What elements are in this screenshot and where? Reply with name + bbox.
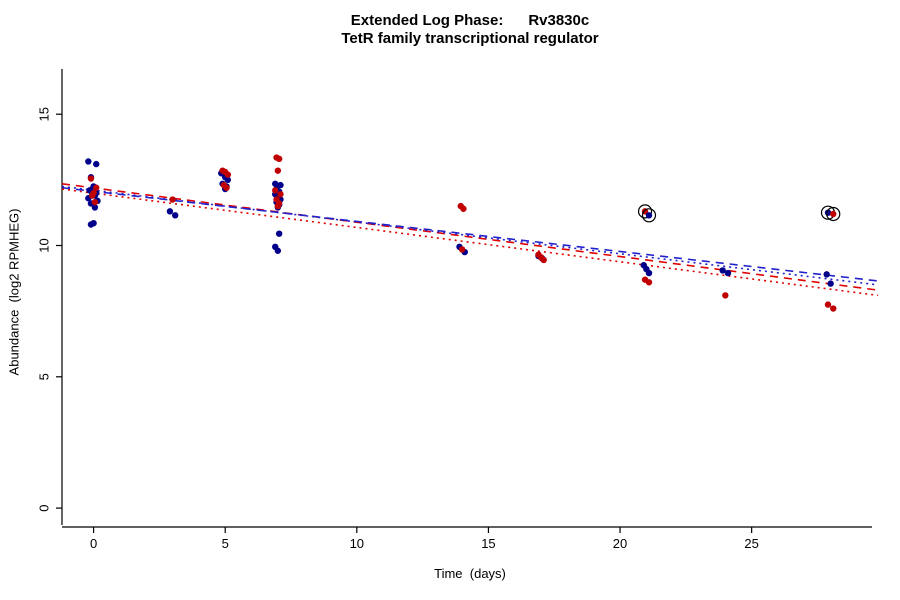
y-axis-label: Abundance (log2 RPMHEG) xyxy=(6,208,22,376)
data-point-condition-red xyxy=(540,256,547,264)
data-point-condition-red xyxy=(645,279,653,286)
data-point-condition-red xyxy=(87,175,95,182)
chart-subtitle: TetR family transcriptional regulator xyxy=(341,30,599,47)
data-point-condition-red xyxy=(169,196,176,203)
data-point-condition-red xyxy=(830,305,837,312)
y-tick-label: 15 xyxy=(37,107,52,121)
chart-title: Extended Log Phase: Rv3830c xyxy=(350,12,590,29)
outlined-marker-ring xyxy=(826,206,841,222)
data-point-condition-blue xyxy=(719,267,726,274)
trend-line-blue-dashed xyxy=(61,186,879,282)
y-tick-label: 0 xyxy=(37,504,52,511)
x-tick-label: 15 xyxy=(481,536,495,551)
data-point-condition-red xyxy=(274,167,282,174)
data-point-condition-red xyxy=(274,202,282,210)
x-tick-label: 25 xyxy=(744,536,758,551)
trend-line-red-dotted xyxy=(61,188,879,297)
data-point-condition-red xyxy=(277,191,284,198)
data-point-condition-blue xyxy=(277,181,284,189)
data-point-condition-red xyxy=(824,301,832,308)
data-point-condition-red xyxy=(722,292,729,299)
data-point-condition-red xyxy=(458,246,466,253)
data-point-condition-blue xyxy=(171,212,179,219)
chart-title-block: Extended Log Phase: Rv3830c TetR family … xyxy=(40,12,900,48)
data-point-condition-blue xyxy=(275,230,283,237)
data-point-condition-blue xyxy=(823,271,830,278)
y-tick-label: 10 xyxy=(37,238,52,252)
outlined-marker-ring xyxy=(641,208,657,223)
outlined-marker-dot xyxy=(830,210,837,218)
outlined-marker-ring xyxy=(637,204,653,219)
data-point-condition-red xyxy=(223,184,230,191)
data-point-condition-blue xyxy=(827,280,834,287)
data-point-condition-blue xyxy=(93,160,100,168)
x-tick-label: 5 xyxy=(222,536,229,551)
data-point-condition-blue xyxy=(87,221,95,228)
data-point-condition-red xyxy=(93,184,100,191)
data-point-condition-blue xyxy=(85,158,92,165)
data-point-condition-red xyxy=(460,205,467,212)
x-tick-label: 0 xyxy=(90,536,97,551)
x-tick-label: 20 xyxy=(613,536,627,551)
data-point-condition-red xyxy=(272,187,279,194)
y-tick-label: 5 xyxy=(37,373,52,380)
data-point-condition-blue xyxy=(274,247,282,254)
data-point-condition-red xyxy=(89,192,96,199)
data-point-condition-blue xyxy=(645,269,653,277)
data-point-condition-blue xyxy=(224,176,232,184)
trend-line-red-dashed xyxy=(61,182,879,291)
data-point-condition-red xyxy=(91,198,99,206)
data-point-condition-red xyxy=(275,155,283,163)
x-tick-label: 10 xyxy=(350,536,364,551)
trend-line-blue-dotted xyxy=(61,185,879,286)
data-point-condition-red xyxy=(224,171,232,178)
data-point-condition-blue xyxy=(166,208,174,215)
outlined-marker-dot xyxy=(645,212,653,219)
data-point-condition-blue xyxy=(91,204,99,211)
x-axis-label: Time (days) xyxy=(434,566,506,581)
data-point-condition-blue xyxy=(724,269,732,277)
data-point-condition-blue xyxy=(272,180,279,187)
